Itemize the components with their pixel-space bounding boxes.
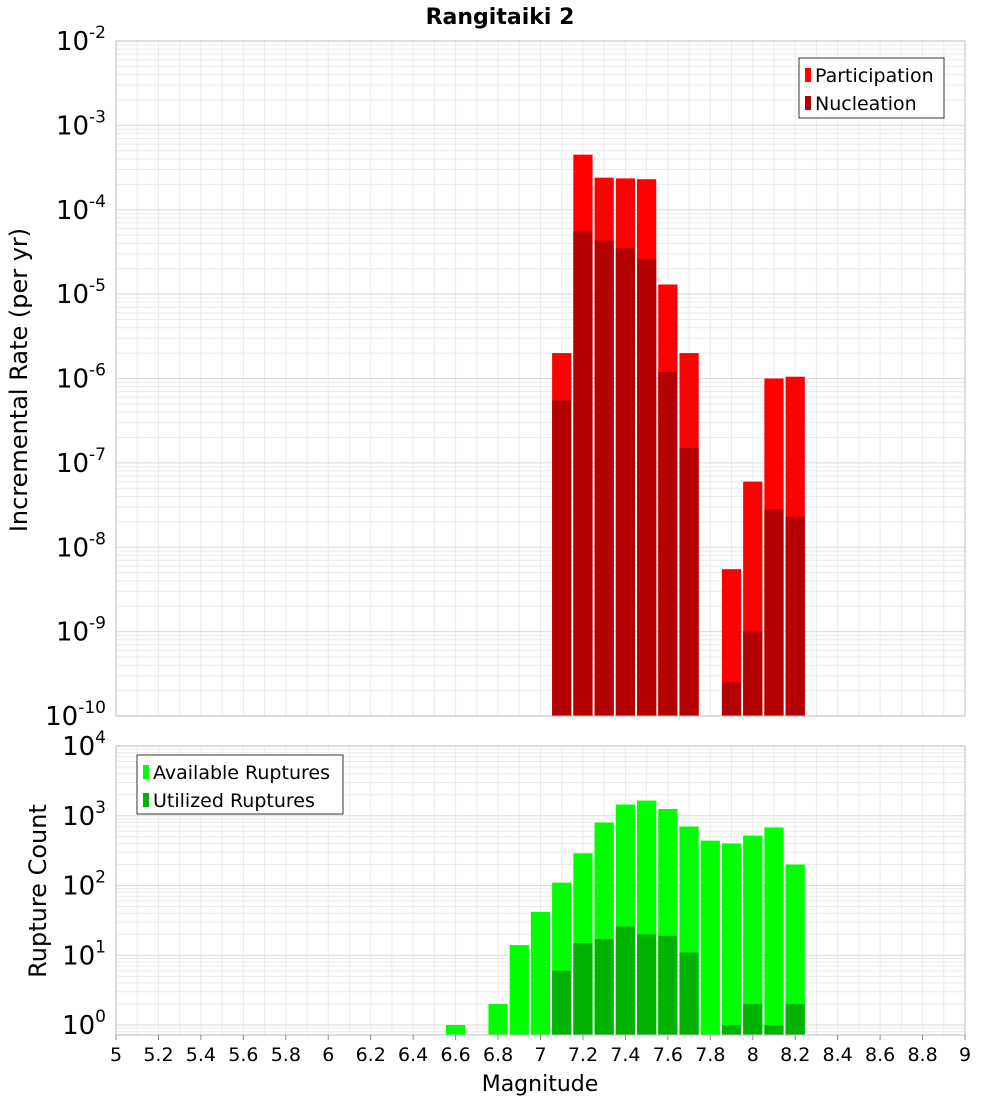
x-tick-label: 8 [747, 1044, 759, 1066]
bar [573, 231, 593, 716]
bar [743, 631, 763, 716]
bar [552, 970, 572, 1035]
bottom-y-axis-label: Rupture Count [24, 804, 52, 978]
rate-plot-panel: 10-10 10-9 10-8 10-7 10-6 10-5 10-4 10-3 10-2 Par… [45, 23, 966, 732]
bar [445, 1025, 466, 1035]
bar [552, 400, 572, 716]
plot-frame [115, 40, 966, 717]
x-tick-label: 9 [959, 1044, 971, 1066]
legend-label: Available Ruptures [153, 762, 330, 784]
bar [615, 926, 636, 1035]
x-tick-label: 5 [110, 1044, 122, 1066]
rupture-count-plot-panel: 100 101 102 103 104 Available Ruptures Utilize… [62, 728, 971, 1066]
bar [764, 827, 784, 1035]
x-tick-label: 6.6 [440, 1044, 470, 1066]
bar [785, 864, 805, 1035]
x-tick-label: 7 [534, 1044, 546, 1066]
x-tick-label: 7.2 [568, 1044, 598, 1066]
bar [785, 516, 805, 716]
bar [594, 240, 614, 717]
bar [785, 1004, 805, 1035]
bar [637, 934, 657, 1035]
y-tick-label: 10-8 [56, 529, 106, 563]
legend-label: Utilized Ruptures [153, 790, 315, 812]
x-tick-label: 6.2 [356, 1044, 386, 1066]
legend-swatch [143, 793, 149, 807]
x-tick-label: 6.8 [483, 1044, 513, 1066]
bar [637, 259, 657, 716]
bar [594, 939, 614, 1035]
bar [488, 1004, 508, 1035]
bar [721, 569, 742, 716]
bar [721, 843, 742, 1035]
top-y-axis-label: Incremental Rate (per yr) [5, 228, 33, 532]
x-tick-label: 7.6 [653, 1044, 683, 1066]
x-tick-label: 8.4 [823, 1044, 853, 1066]
bar [679, 952, 699, 1035]
bar [721, 682, 742, 716]
y-tick-label: 10-7 [56, 445, 106, 479]
y-tick-label: 10-5 [56, 276, 106, 310]
bar [573, 943, 593, 1035]
x-axis-label: Magnitude [482, 1072, 599, 1097]
bar [721, 1025, 742, 1035]
y-tick-label: 101 [62, 937, 106, 971]
x-tick-label: 5.6 [228, 1044, 258, 1066]
x-tick-label: 8.6 [865, 1044, 895, 1066]
bar [764, 1025, 784, 1035]
bar [658, 935, 678, 1035]
legend-swatch [143, 765, 149, 779]
bar [764, 509, 784, 716]
x-tick-label: 6 [322, 1044, 334, 1066]
legend-swatch [805, 96, 811, 110]
y-tick-label: 10-2 [56, 23, 106, 57]
series-utilized-ruptures [552, 926, 805, 1035]
legend-label: Nucleation [815, 93, 917, 115]
bar [743, 835, 763, 1035]
x-tick-label: 5.8 [271, 1044, 301, 1066]
series-nucleation [552, 231, 805, 717]
bar [530, 911, 551, 1035]
y-tick-label: 10-10 [45, 698, 106, 732]
legend: Participation Nucleation [798, 57, 945, 119]
legend-label: Participation [815, 65, 934, 87]
legend-box [136, 754, 344, 815]
bar [743, 1004, 763, 1035]
legend-box [798, 57, 945, 119]
legend: Available Ruptures Utilized Ruptures [136, 754, 344, 815]
x-tick-label: 7.8 [695, 1044, 725, 1066]
x-tick-label: 8.8 [907, 1044, 937, 1066]
bar [700, 840, 720, 1035]
bar [679, 448, 699, 716]
x-tick-label: 5.4 [186, 1044, 216, 1066]
x-tick-label: 8.2 [780, 1044, 810, 1066]
y-tick-label: 100 [62, 1007, 106, 1041]
y-tick-label: 10-9 [56, 614, 106, 648]
bar [615, 248, 636, 717]
x-tick-label: 5.2 [143, 1044, 173, 1066]
grid-lines [115, 40, 966, 717]
bar [658, 371, 678, 716]
y-tick-label: 102 [62, 868, 106, 902]
bar [509, 945, 529, 1035]
legend-swatch [805, 68, 811, 82]
y-tick-label: 103 [62, 798, 106, 832]
y-tick-label: 104 [62, 728, 106, 762]
y-tick-label: 10-4 [56, 192, 106, 226]
y-tick-label: 10-6 [56, 361, 106, 395]
x-tick-label: 7.4 [610, 1044, 640, 1066]
y-tick-label: 10-3 [56, 107, 106, 141]
x-tick-label: 6.4 [398, 1044, 428, 1066]
chart-title: Rangitaiki 2 [426, 5, 575, 30]
